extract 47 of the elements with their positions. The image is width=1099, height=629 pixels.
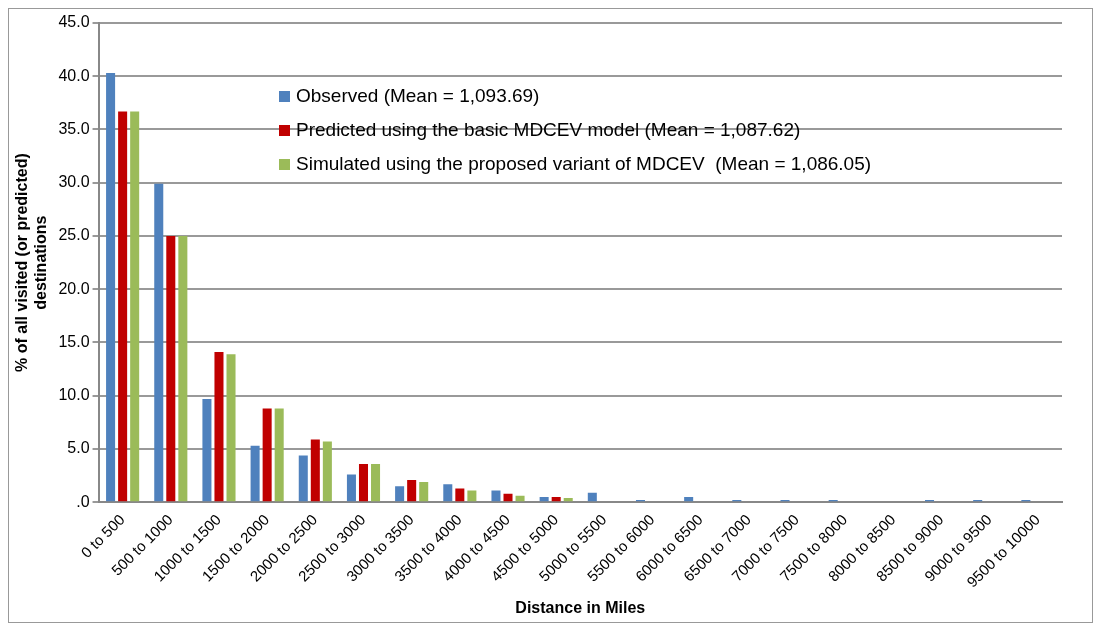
bar bbox=[274, 408, 284, 502]
bar bbox=[262, 408, 272, 502]
legend-label: Simulated using the proposed variant of MDCEV (Mean = 1,086.05) bbox=[296, 152, 872, 176]
bar bbox=[491, 490, 501, 502]
legend-label: Predicted using the basic MDCEV model (Mean = 1,087.62) bbox=[296, 118, 801, 142]
bar bbox=[202, 398, 212, 502]
bar bbox=[298, 455, 308, 502]
bar bbox=[322, 441, 332, 502]
y-tick-label: 15.0 bbox=[58, 332, 90, 350]
bar bbox=[371, 463, 381, 502]
bar bbox=[407, 479, 417, 502]
y-tick-label: 45.0 bbox=[58, 13, 90, 31]
bar bbox=[587, 492, 597, 502]
bar bbox=[346, 474, 356, 502]
y-tick-label: 20.0 bbox=[58, 279, 90, 297]
y-axis-title: % of all visited (or predicted) destinations bbox=[13, 153, 50, 372]
y-tick-label: .0 bbox=[76, 492, 90, 510]
bar bbox=[310, 439, 320, 502]
bar bbox=[551, 496, 561, 502]
bar bbox=[130, 111, 140, 502]
y-tick-label: 40.0 bbox=[58, 66, 90, 84]
bar bbox=[178, 236, 188, 502]
bar bbox=[539, 496, 549, 502]
bar bbox=[154, 183, 164, 502]
bar bbox=[455, 488, 465, 502]
bar bbox=[358, 463, 369, 502]
bar bbox=[226, 354, 236, 502]
bar bbox=[166, 236, 176, 502]
legend-label: Observed (Mean = 1,093.69) bbox=[296, 84, 540, 108]
bar bbox=[395, 486, 405, 502]
bar bbox=[563, 497, 573, 502]
bar bbox=[106, 73, 116, 502]
bar bbox=[419, 482, 429, 502]
bar bbox=[214, 352, 224, 502]
bar bbox=[467, 490, 477, 502]
bar bbox=[250, 445, 260, 502]
y-tick-label: 10.0 bbox=[58, 386, 90, 404]
bar bbox=[503, 493, 513, 502]
y-tick-label: 35.0 bbox=[58, 119, 90, 137]
y-tick-label: 5.0 bbox=[67, 439, 90, 457]
bar bbox=[684, 496, 694, 502]
bar bbox=[515, 495, 525, 502]
y-tick-label: 30.0 bbox=[58, 173, 90, 191]
bar bbox=[443, 484, 453, 502]
bar bbox=[118, 111, 128, 502]
y-tick-label: 25.0 bbox=[58, 226, 90, 244]
x-axis-title: Distance in Miles bbox=[515, 598, 646, 616]
